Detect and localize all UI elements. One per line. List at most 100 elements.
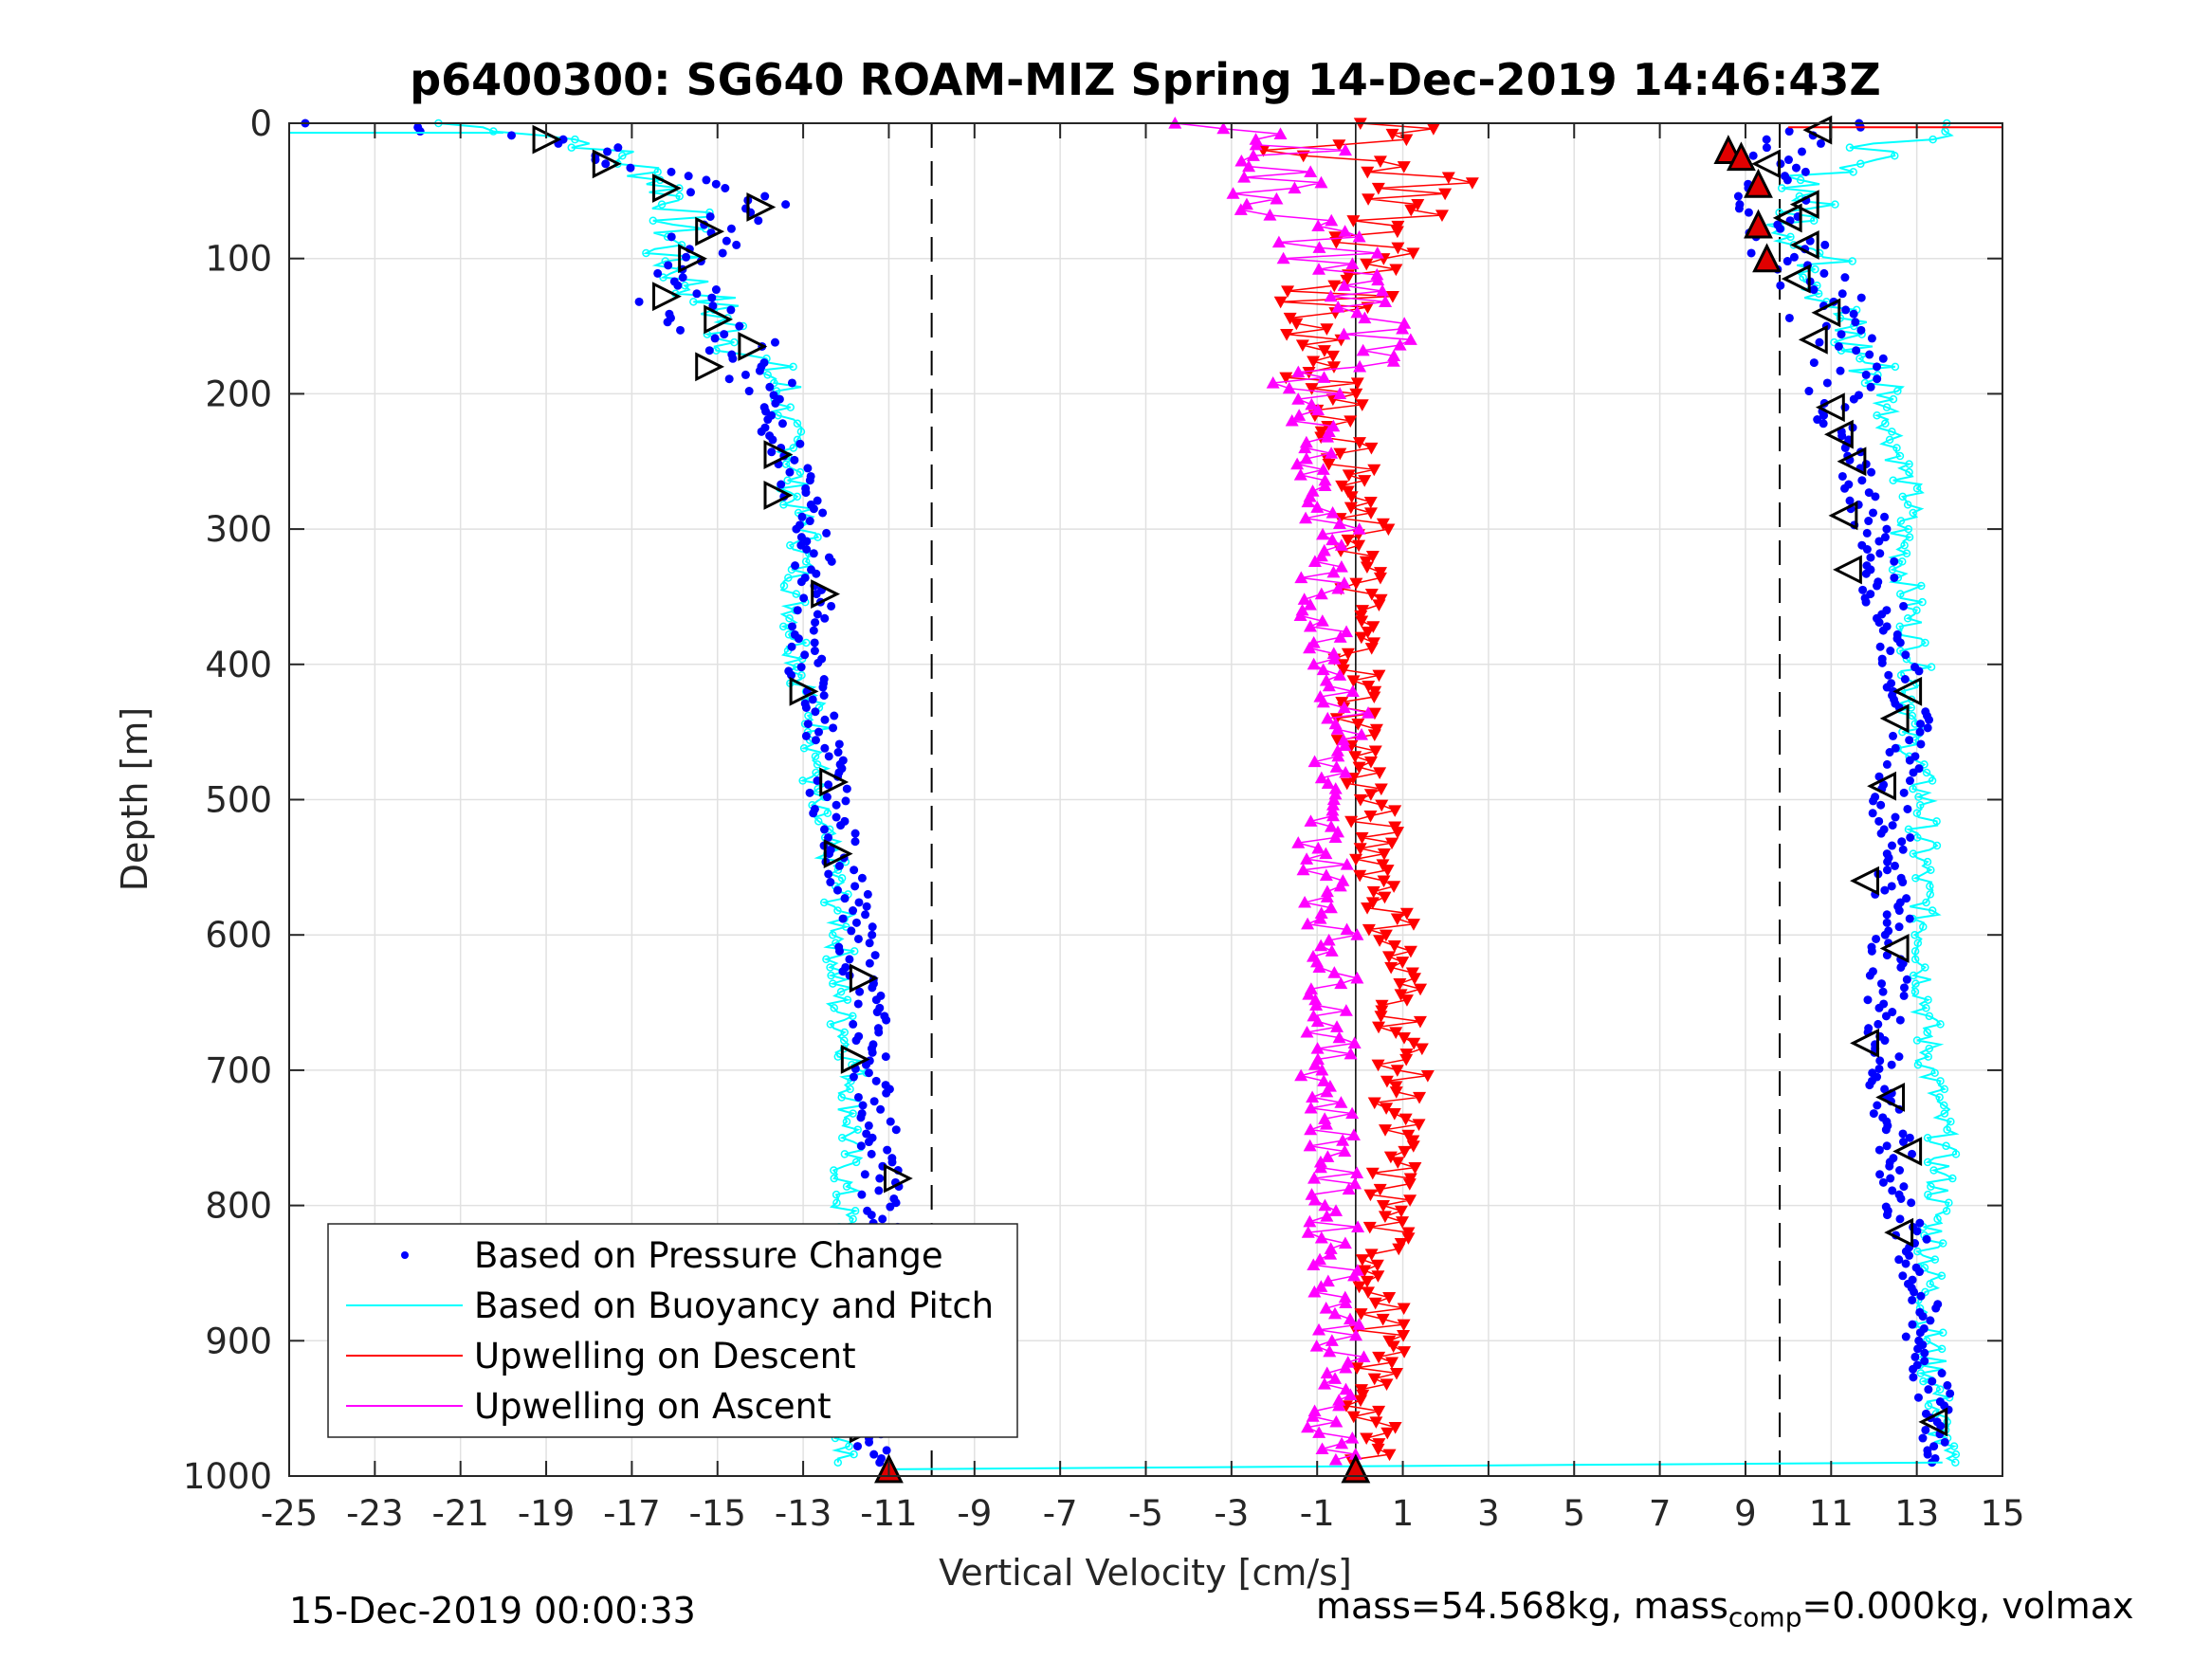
- upwelling-descent-point: [1373, 572, 1387, 585]
- pressure-descent-point: [794, 634, 803, 644]
- pressure-ascent-point: [1840, 273, 1850, 283]
- buoyancy-ascent-point: [1786, 232, 1795, 242]
- buoyancy-descent-point: [832, 1190, 841, 1199]
- upwelling-ascent-point: [1331, 749, 1345, 762]
- x-tick-label: -9: [957, 1493, 992, 1534]
- buoyancy-ascent-point: [1936, 1020, 1945, 1029]
- upwelling-ascent-point: [1307, 1258, 1321, 1270]
- buoyancy-ascent-point: [1873, 410, 1881, 420]
- upwelling-ascent-point: [1307, 1193, 1322, 1206]
- upwelling-descent-point: [1420, 1070, 1435, 1083]
- upwelling-descent-point: [1372, 1021, 1386, 1034]
- upwelling-ascent-point: [1337, 576, 1351, 589]
- pressure-descent-point: [862, 1060, 871, 1069]
- buoyancy-descent-point: [829, 930, 837, 939]
- pressure-descent-point: [720, 330, 729, 339]
- pressure-ascent-point: [1915, 1267, 1925, 1277]
- ascent-marker-triangle: [1892, 676, 1923, 706]
- upwelling-descent-point: [1397, 1319, 1411, 1332]
- buoyancy-ascent-point: [1930, 1255, 1940, 1264]
- buoyancy-descent-point: [653, 168, 662, 176]
- upwelling-descent-point: [1349, 388, 1363, 401]
- upwelling-descent-point: [1403, 1194, 1417, 1207]
- upwelling-descent-point: [1379, 929, 1393, 942]
- upwelling-ascent-point: [1328, 830, 1343, 844]
- upwelling-descent-point: [1363, 811, 1378, 823]
- buoyancy-ascent-point: [1902, 549, 1911, 558]
- pressure-descent-point: [781, 200, 791, 210]
- pressure-ascent-point: [1784, 313, 1794, 322]
- upwelling-descent-point: [1396, 1216, 1410, 1229]
- pressure-ascent-point: [1899, 1182, 1909, 1192]
- buoyancy-ascent-point: [1914, 793, 1923, 801]
- pressure-descent-point: [813, 610, 822, 619]
- pressure-ascent-point: [1856, 325, 1866, 335]
- upwelling-ascent-point: [1304, 814, 1318, 827]
- upwelling-descent-point: [1371, 1443, 1385, 1456]
- upwelling-ascent-point: [1318, 1198, 1332, 1212]
- upwelling-ascent-point: [1371, 273, 1385, 286]
- upwelling-descent-point: [1372, 669, 1386, 683]
- upwelling-descent-point: [1371, 1270, 1385, 1283]
- buoyancy-ascent-point: [1932, 817, 1941, 826]
- upwelling-ascent-point: [1304, 1122, 1318, 1136]
- pressure-descent-point: [770, 337, 779, 347]
- upwelling-ascent-point: [1315, 614, 1329, 627]
- upwelling-descent-point: [1384, 961, 1398, 975]
- buoyancy-descent-point: [826, 963, 834, 972]
- upwelling-ascent-point: [1370, 246, 1384, 259]
- pressure-descent-point: [870, 951, 880, 960]
- upwelling-descent-point: [1364, 588, 1379, 601]
- ascent-marker-triangle: [1892, 1137, 1923, 1166]
- pressure-ascent-point: [1924, 1385, 1933, 1395]
- pressure-ascent-point: [1895, 1214, 1905, 1224]
- upwelling-ascent-point: [1344, 1388, 1358, 1400]
- y-tick-label: 800: [205, 1186, 272, 1227]
- upwelling-ascent-point: [1306, 1410, 1320, 1422]
- y-tick-label: 300: [205, 509, 272, 550]
- buoyancy-ascent-point: [1920, 1263, 1929, 1272]
- upwelling-descent-point: [1375, 799, 1389, 812]
- pressure-ascent-point: [1776, 224, 1785, 233]
- upwelling-ascent-point: [1327, 1306, 1342, 1320]
- upwelling-ascent-point: [1300, 852, 1314, 865]
- pressure-ascent-point: [1873, 374, 1882, 384]
- pressure-ascent-point: [1885, 748, 1894, 757]
- buoyancy-ascent-point: [1928, 776, 1937, 785]
- buoyancy-descent-point: [779, 501, 788, 509]
- upwelling-ascent-point: [1292, 409, 1307, 421]
- upwelling-ascent-point: [1301, 1226, 1315, 1238]
- pressure-ascent-point: [1899, 983, 1909, 993]
- upwelling-descent-point: [1380, 1427, 1395, 1440]
- pressure-ascent-point: [1869, 796, 1878, 806]
- upwelling-ascent-point: [1293, 468, 1307, 481]
- upwelling-ascent-point: [1328, 1452, 1343, 1466]
- upwelling-descent-point: [1352, 437, 1366, 449]
- upwelling-ascent-point: [1285, 413, 1299, 427]
- upwelling-ascent-point: [1271, 235, 1286, 248]
- pressure-ascent-point: [1909, 1364, 1918, 1374]
- upwelling-descent-point: [1390, 913, 1404, 926]
- upwelling-descent-point: [1411, 199, 1425, 211]
- pressure-descent-point: [845, 955, 854, 964]
- buoyancy-ascent-point: [1949, 1442, 1959, 1450]
- pressure-descent-point: [707, 293, 717, 302]
- pressure-descent-point: [838, 914, 848, 923]
- upwelling-ascent-point: [1403, 333, 1417, 345]
- y-tick-label: 1000: [183, 1456, 272, 1497]
- upwelling-descent-point: [1361, 902, 1375, 915]
- pressure-ascent-point: [1936, 1421, 1946, 1431]
- upwelling-ascent-point: [1291, 836, 1306, 848]
- pressure-ascent-point: [1869, 508, 1878, 518]
- pressure-ascent-point: [1908, 1295, 1917, 1304]
- buoyancy-descent-point: [689, 298, 698, 306]
- buoyancy-ascent-point: [1904, 524, 1913, 534]
- ascent-marker-triangle: [1823, 419, 1854, 449]
- pressure-descent-point: [868, 930, 877, 939]
- pressure-descent-point: [834, 739, 844, 749]
- upwelling-descent-point: [1387, 1107, 1401, 1121]
- pressure-descent-point: [791, 561, 800, 571]
- buoyancy-ascent-point: [1845, 143, 1855, 152]
- upwelling-descent-point: [1342, 469, 1356, 483]
- pressure-descent-point: [854, 898, 864, 907]
